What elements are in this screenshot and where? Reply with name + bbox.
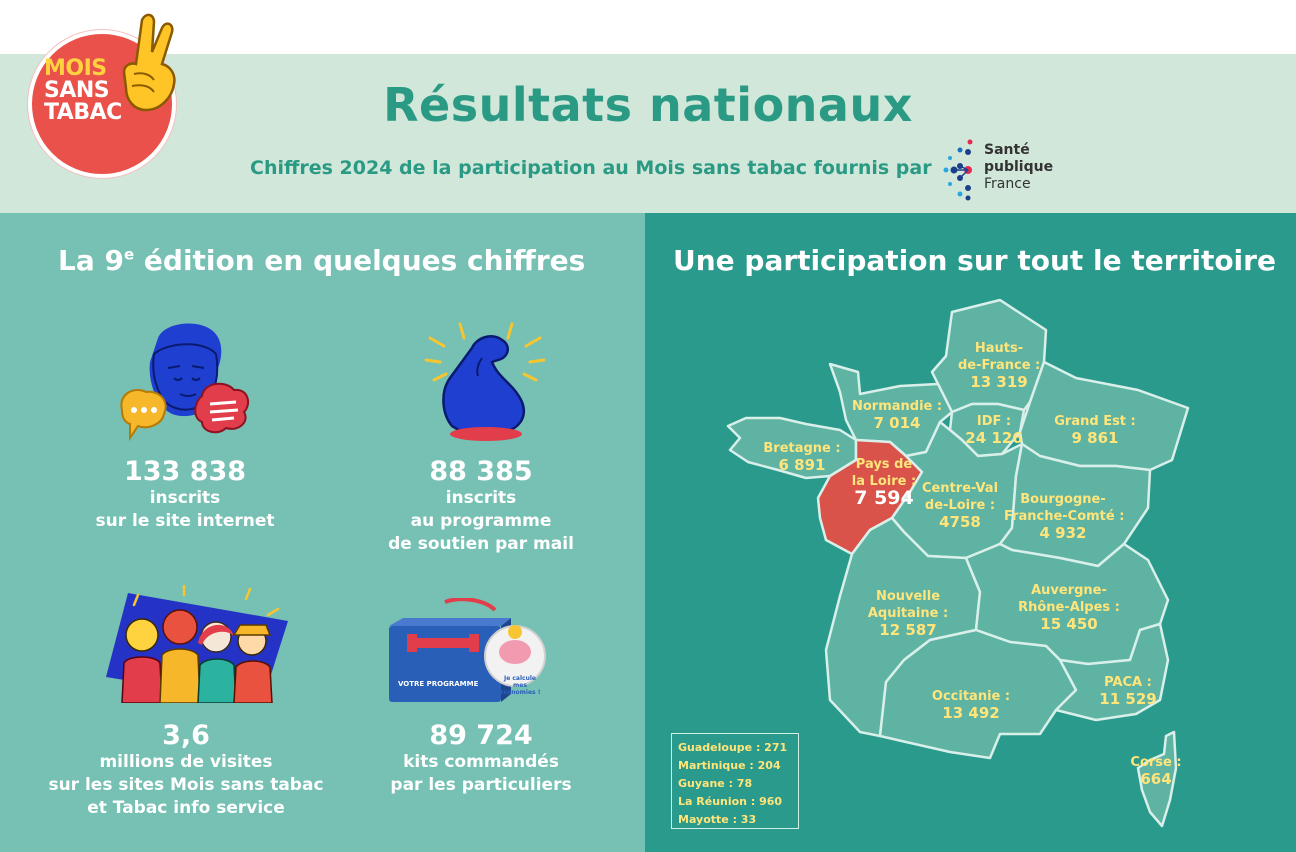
stat-line: par les particuliers <box>390 775 572 795</box>
page-title: Résultats nationaux <box>383 78 913 132</box>
region-corse <box>1136 730 1178 828</box>
overseas-line: Guyane : 78 <box>678 777 753 790</box>
overseas-line: Guadeloupe : 271 <box>678 741 788 754</box>
stat-kits-ordered: 89 724 kits commandés par les particulie… <box>356 721 606 797</box>
stat-line: et Tabac info service <box>87 798 285 818</box>
key-figures-title: La 9e édition en quelques chiffres <box>58 244 585 277</box>
label-bretagne: Bretagne : 6 891 <box>762 440 842 474</box>
kit-badge-line-2: mes économies ! <box>499 682 541 696</box>
region-name-line: de-France : <box>958 358 1041 373</box>
label-normandie: Normandie : 7 014 <box>852 398 942 432</box>
kit-badge: Je calcule mes économies ! <box>496 675 544 696</box>
person-with-speech-bubbles-icon <box>120 323 250 442</box>
ordinal-suffix: e <box>123 245 135 264</box>
label-corse: Corse : 664 <box>1126 754 1186 788</box>
region-name-line: Bretagne : <box>763 441 841 456</box>
region-value: 4758 <box>939 513 981 531</box>
kit-box-icon <box>389 598 546 702</box>
territory-title: Une participation sur tout le territoire <box>673 244 1276 277</box>
stat-value: 3,6 <box>162 720 210 751</box>
stat-line: de soutien par mail <box>388 534 574 554</box>
label-hauts-de-france: Hauts- de-France : 13 319 <box>958 340 1040 391</box>
key-figures-panel <box>0 213 645 852</box>
region-name-line: Normandie : <box>852 399 943 414</box>
label-occitanie: Occitanie : 13 492 <box>928 688 1014 722</box>
stat-line: sur les sites Mois sans tabac <box>48 775 324 795</box>
partner-name: Santé publique France <box>984 142 1053 193</box>
region-name-line: IDF : <box>976 414 1012 429</box>
overseas-line: La Réunion : 960 <box>678 795 783 808</box>
logo-line-2: SANS <box>44 78 110 103</box>
partner-line-2: publique <box>984 159 1054 175</box>
stat-line: millions de visites <box>99 752 273 772</box>
region-name-line: Occitanie : <box>931 689 1011 704</box>
stat-email-program-signups: 88 385 inscrits au programme de soutien … <box>356 457 606 556</box>
region-value: 4 932 <box>1039 524 1087 542</box>
region-value: 24 126 <box>965 429 1023 447</box>
flexed-arm-icon <box>424 322 546 441</box>
region-value: 11 529 <box>1099 690 1157 708</box>
label-auvergne-rhone-alpes: Auvergne- Rhône-Alpes : 15 450 <box>1016 582 1122 633</box>
page-subtitle: Chiffres 2024 de la participation au Moi… <box>250 157 932 179</box>
stat-value: 133 838 <box>123 456 247 487</box>
stat-line: au programme <box>410 511 552 531</box>
stat-line: inscrits <box>445 488 517 508</box>
group-of-people-icon <box>106 585 288 703</box>
region-name-line: Auvergne- <box>1031 583 1107 598</box>
region-paca <box>1054 622 1170 722</box>
overseas-territories-box: Guadeloupe : 271 Martinique : 204 Guyane… <box>671 733 799 829</box>
region-value: 12 587 <box>879 621 937 639</box>
kit-badge-line-1: Je calcule <box>503 675 536 682</box>
region-name-line: Aquitaine : <box>867 606 949 621</box>
region-value: 13 319 <box>970 373 1028 391</box>
label-centre-val-de-loire: Centre-Val de-Loire : 4758 <box>918 480 1002 531</box>
logo-line-3: TABAC <box>44 100 122 125</box>
kit-caption: VOTRE PROGRAMME <box>398 680 479 688</box>
stat-line: sur le site internet <box>95 511 275 531</box>
region-value: 6 891 <box>778 456 826 474</box>
partner-line-3: France <box>984 176 1031 192</box>
header-band <box>0 54 1296 213</box>
overseas-line: Mayotte : 33 <box>678 813 757 826</box>
region-name-line: Franche-Comté : <box>1004 509 1125 524</box>
logo-line-1: MOIS <box>44 56 107 81</box>
region-value: 15 450 <box>1040 615 1098 633</box>
region-value: 664 <box>1140 770 1172 788</box>
stat-website-signups: 133 838 inscrits sur le site internet <box>60 457 310 533</box>
label-idf: IDF : 24 126 <box>962 413 1026 447</box>
label-nouvelle-aquitaine: Nouvelle Aquitaine : 12 587 <box>866 588 950 639</box>
stat-line: kits commandés <box>403 752 559 772</box>
label-paca: PACA : 11 529 <box>1096 674 1160 708</box>
stat-value: 89 724 <box>429 720 533 751</box>
region-name-line: Pays de <box>855 457 913 472</box>
region-name-line: PACA : <box>1104 675 1152 690</box>
region-name-line: Bourgogne- <box>1020 492 1106 507</box>
region-name-line: de-Loire : <box>924 498 996 513</box>
region-name-line: Grand Est : <box>1054 414 1136 429</box>
region-value: 13 492 <box>942 704 1000 722</box>
region-value: 9 861 <box>1071 429 1119 447</box>
label-pays-de-la-loire: Pays de la Loire : 7 594 <box>846 456 922 509</box>
victory-hand-icon <box>122 13 176 112</box>
stat-site-visits: 3,6 millions de visites sur les sites Mo… <box>36 721 336 820</box>
partner-line-1: Santé <box>984 142 1030 158</box>
france-regions-map <box>726 298 1190 828</box>
region-name-line: Corse : <box>1130 755 1182 770</box>
region-name-line: Hauts- <box>974 341 1024 356</box>
label-bourgogne-franche-comte: Bourgogne- Franche-Comté : 4 932 <box>1004 491 1125 542</box>
region-name-line: Nouvelle <box>875 589 941 604</box>
region-value: 7 594 <box>854 487 914 509</box>
stat-value: 88 385 <box>429 456 533 487</box>
region-name-line: Centre-Val <box>921 481 999 496</box>
label-grand-est: Grand Est : 9 861 <box>1050 413 1140 447</box>
region-value: 7 014 <box>873 414 921 432</box>
sante-publique-france-logo-icon <box>943 139 973 201</box>
region-name-line: Rhône-Alpes : <box>1018 600 1120 615</box>
region-name-line: la Loire : <box>851 474 917 489</box>
stat-line: inscrits <box>149 488 221 508</box>
key-figures-title-text: La 9e édition en quelques chiffres <box>58 244 586 277</box>
overseas-line: Martinique : 204 <box>678 759 781 772</box>
logo-text: MOIS SANS TABAC <box>44 58 144 124</box>
